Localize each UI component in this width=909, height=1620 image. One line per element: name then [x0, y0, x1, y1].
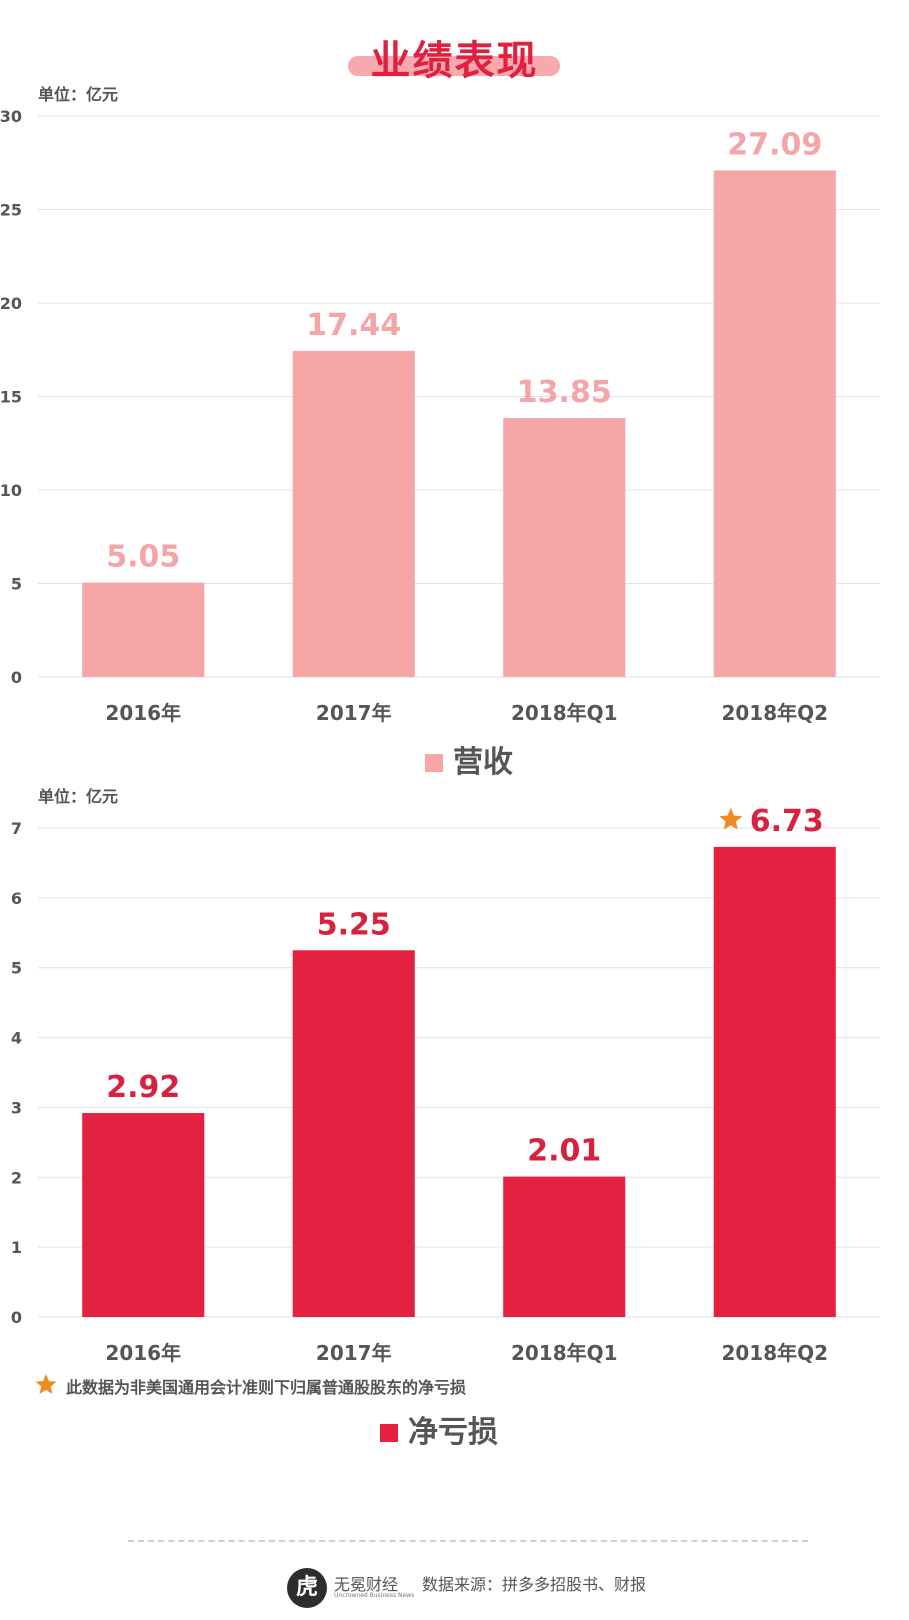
y-tick-label: 25: [0, 201, 22, 220]
bar: [82, 1113, 205, 1317]
legend-swatch: [380, 1424, 398, 1442]
bar: [82, 582, 205, 677]
data-label: 13.85: [517, 375, 612, 410]
y-tick-label: 4: [11, 1029, 22, 1048]
bar: [292, 950, 415, 1317]
revenue-chart: 单位：亿元 0 5 10 15 20 25 30 5.05 2016年 17.44 2017年 13.8…: [0, 85, 880, 780]
y-tick-label: 6: [11, 889, 22, 908]
bar: [503, 1176, 626, 1317]
legend-label: 营收: [453, 745, 513, 780]
data-label: 6.73: [750, 804, 824, 839]
footer: 虎 无冕财经 Uncrowned Business News 数据来源：拼多多招…: [0, 1568, 909, 1608]
title-highlight-bar: [348, 56, 560, 76]
y-tick-label: 5: [11, 575, 22, 594]
legend-swatch: [425, 754, 443, 772]
y-tick-label: 30: [0, 107, 22, 126]
y-tick-label: 20: [0, 294, 22, 313]
unit-label: 单位：亿元: [38, 787, 118, 806]
y-tick-label: 5: [11, 959, 22, 978]
x-tick-label: 2017年: [316, 1341, 392, 1365]
y-tick-label: 10: [0, 481, 22, 500]
data-label: 27.09: [727, 127, 822, 162]
bar: [292, 350, 415, 677]
page-title: 业绩表现: [370, 38, 539, 84]
x-tick-label: 2017年: [316, 701, 392, 725]
y-tick-label: 2: [11, 1168, 22, 1187]
data-label: 5.05: [106, 540, 180, 575]
bar: [713, 846, 836, 1317]
x-tick-label: 2018年Q1: [511, 1341, 618, 1365]
footnote: 此数据为非美国通用会计准则下归属普通股股东的净亏损: [66, 1378, 466, 1397]
data-source: 数据来源：拼多多招股书、财报: [422, 1575, 647, 1594]
star-icon: [719, 807, 743, 830]
y-tick-label: 0: [11, 1308, 22, 1327]
y-tick-label: 3: [11, 1098, 22, 1117]
x-tick-label: 2016年: [105, 1341, 181, 1365]
footer-divider: [128, 1540, 808, 1542]
net-loss-chart: 单位：亿元 0 1 2 3 4 5 6 7 2.92 2016年 5.25 2017年 2.01 2018年…: [11, 787, 880, 1450]
y-tick-label: 7: [11, 819, 22, 838]
y-tick-label: 1: [11, 1238, 22, 1257]
star-icon: [35, 1374, 57, 1394]
bar: [503, 418, 626, 677]
title-area: 业绩表现: [0, 28, 909, 88]
data-label: 5.25: [317, 907, 391, 942]
brand-logo: 虎: [287, 1568, 327, 1608]
brand-subtitle: Uncrowned Business News: [334, 1592, 415, 1599]
x-tick-label: 2018年Q2: [721, 1341, 828, 1365]
data-label: 2.92: [106, 1070, 180, 1105]
unit-label: 单位：亿元: [38, 85, 118, 104]
y-tick-label: 15: [0, 388, 22, 407]
bar: [713, 170, 836, 677]
brand-name: 无冕财经: [334, 1575, 399, 1594]
y-tick-label: 0: [11, 668, 22, 687]
legend-label: 净亏损: [408, 1415, 498, 1450]
data-label: 17.44: [306, 308, 401, 343]
x-tick-label: 2016年: [105, 701, 181, 725]
x-tick-label: 2018年Q2: [721, 701, 828, 725]
data-label: 2.01: [527, 1134, 601, 1169]
x-tick-label: 2018年Q1: [511, 701, 618, 725]
